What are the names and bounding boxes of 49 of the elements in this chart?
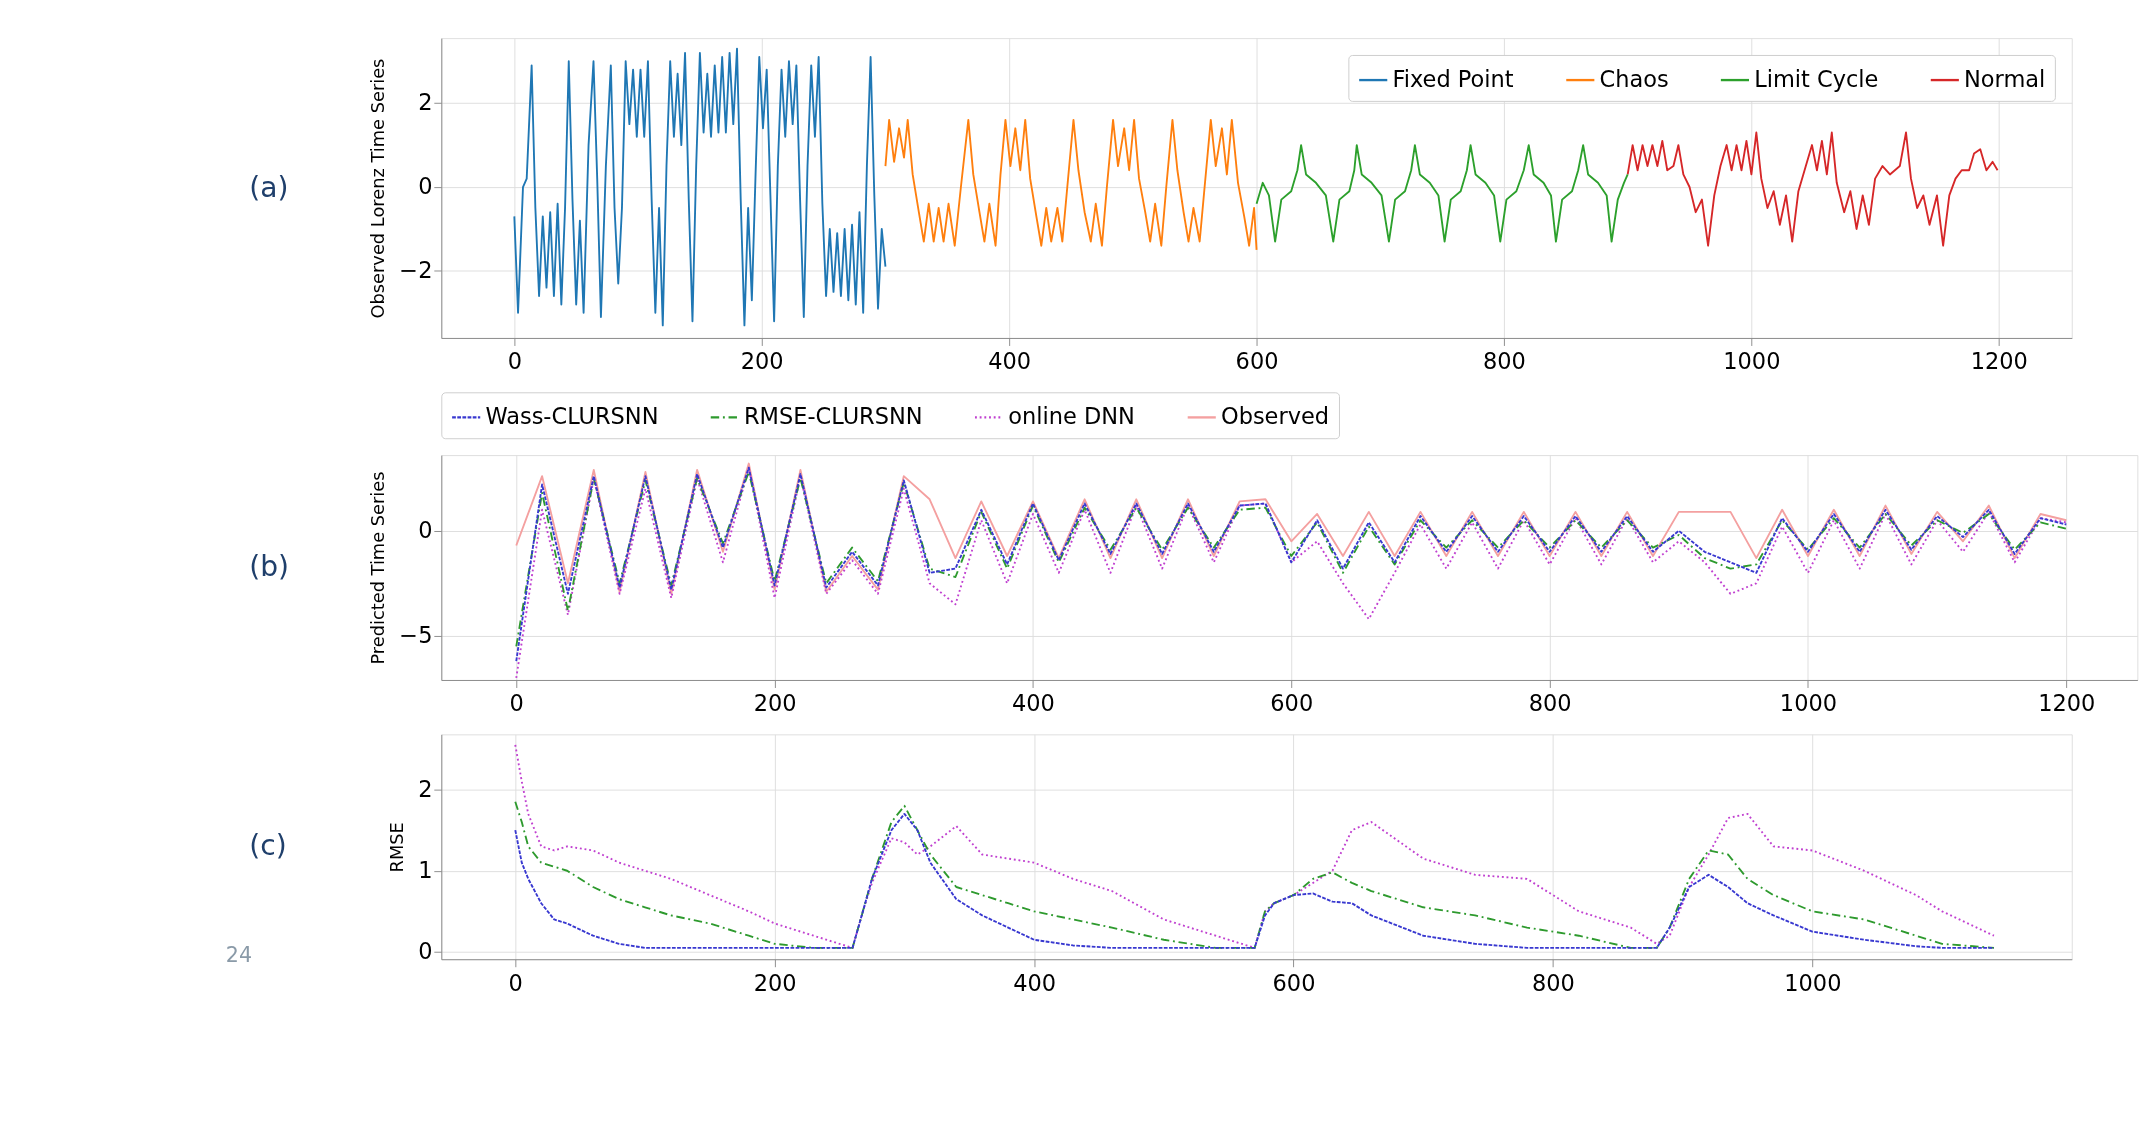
x-tick-label: 0 <box>509 690 524 717</box>
legend-label: Wass-CLURSNN <box>485 402 659 429</box>
y-tick-label: 2 <box>418 775 433 802</box>
x-tick-label: 400 <box>1011 690 1055 717</box>
x-tick-label: 400 <box>1013 969 1057 996</box>
line-series <box>513 47 887 327</box>
line-series <box>1255 144 1629 243</box>
y-tick-label: 2 <box>418 89 433 116</box>
legend-label: Fixed Point <box>1392 65 1514 92</box>
text: (a) <box>249 170 289 204</box>
x-tick-label: 1200 <box>2038 690 2096 717</box>
x-tick-label: 800 <box>1528 690 1572 717</box>
legend-label: online DNN <box>1008 402 1135 429</box>
x-tick-label: 0 <box>507 348 522 375</box>
x-tick-label: 600 <box>1235 348 1279 375</box>
x-tick-label: 400 <box>988 348 1032 375</box>
x-tick-label: 200 <box>753 969 797 996</box>
x-tick-label: 200 <box>753 690 797 717</box>
text: (c) <box>249 829 287 863</box>
x-tick-label: 1000 <box>1723 348 1781 375</box>
x-tick-label: 800 <box>1483 348 1526 375</box>
y-tick-label: 1 <box>418 856 433 883</box>
line-series <box>1626 131 1999 247</box>
legend-label: RMSE-CLURSNN <box>744 402 923 429</box>
legend-label: Limit Cycle <box>1754 65 1879 92</box>
x-tick-label: 1000 <box>1784 969 1842 996</box>
x-tick-label: 600 <box>1270 690 1314 717</box>
legend-label: Normal <box>1964 65 2046 92</box>
y-tick-label: −2 <box>399 256 433 283</box>
y-tick-label: 0 <box>418 516 433 543</box>
x-tick-label: 1000 <box>1779 690 1838 717</box>
x-tick-label: 0 <box>508 969 523 996</box>
y-tick-label: 0 <box>418 937 433 964</box>
x-tick-label: 600 <box>1272 969 1316 996</box>
x-tick-label: 800 <box>1531 969 1575 996</box>
text: (b) <box>249 550 290 583</box>
legend-label: Observed <box>1220 402 1330 429</box>
legend-label: Chaos <box>1599 65 1669 92</box>
line-series <box>514 743 1995 949</box>
y-tick-label: −5 <box>399 621 433 648</box>
line-series <box>515 462 2068 595</box>
x-tick-label: 200 <box>740 348 784 375</box>
y-axis-title: Observed Lorenz Time Series <box>367 58 389 319</box>
text: 24 <box>225 943 253 968</box>
y-tick-label: 0 <box>418 173 433 200</box>
y-axis-title: Predicted Time Series <box>367 471 389 665</box>
y-axis-title: RMSE <box>386 822 408 873</box>
line-series <box>884 118 1258 251</box>
x-tick-label: 1200 <box>1970 348 2028 375</box>
